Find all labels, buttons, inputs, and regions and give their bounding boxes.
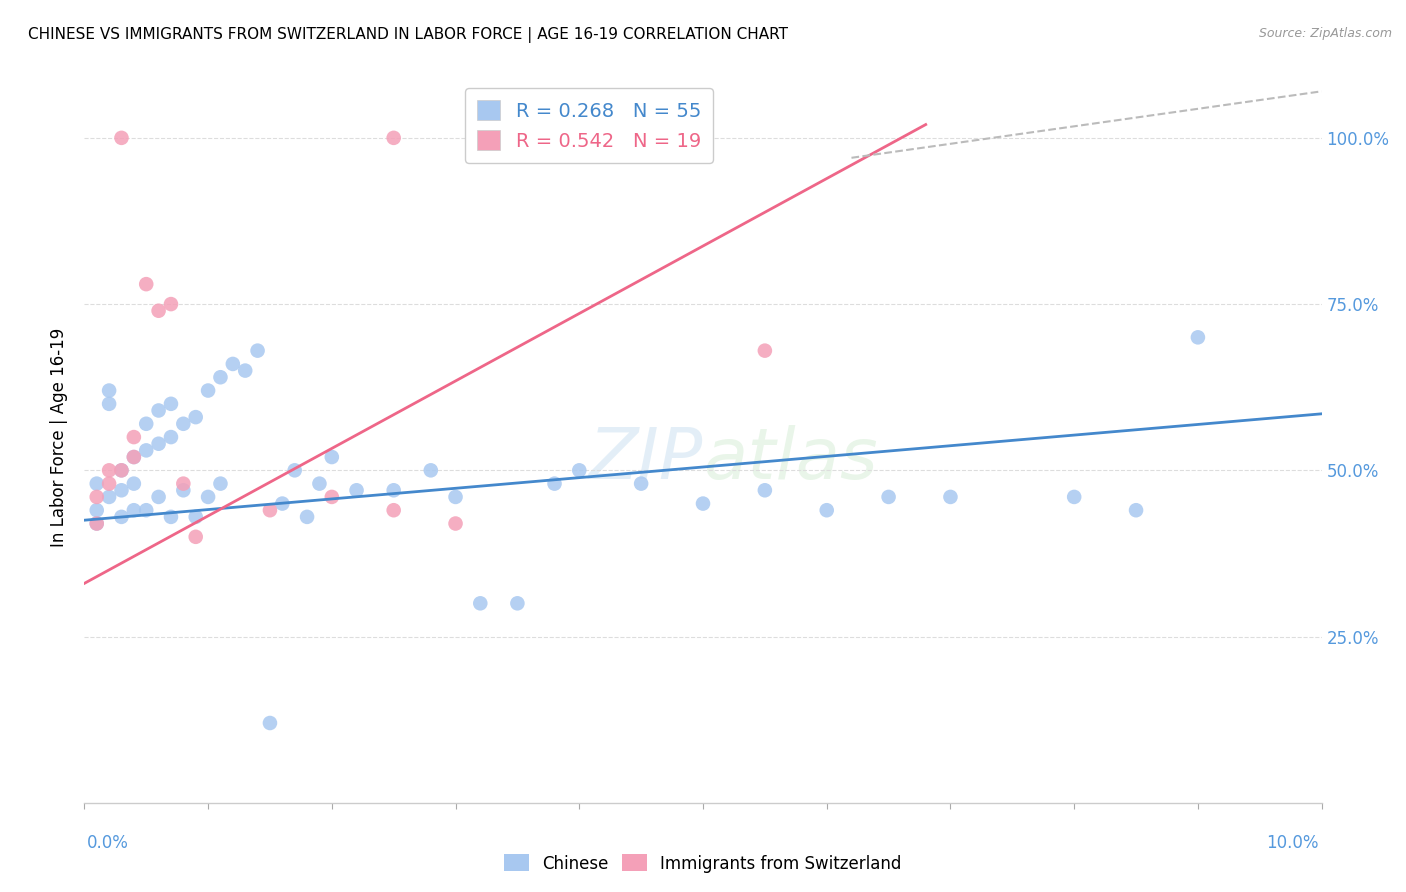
Text: 10.0%: 10.0% (1267, 834, 1319, 852)
Point (148, 436, 170, 450)
Point (98, 476, 121, 491)
Point (172, 483, 194, 498)
Point (148, 303, 170, 318)
Point (209, 476, 232, 491)
Point (754, 343, 776, 358)
Point (110, 483, 132, 498)
Legend: R = 0.268   N = 55, R = 0.542   N = 19: R = 0.268 N = 55, R = 0.542 N = 19 (465, 88, 713, 162)
Point (98, 463, 121, 477)
Point (382, 131, 405, 145)
Point (506, 596, 529, 610)
Point (86, 490, 108, 504)
Point (877, 490, 900, 504)
Point (135, 417, 157, 431)
Text: 0.0%: 0.0% (87, 834, 129, 852)
Point (692, 497, 714, 511)
Point (321, 450, 343, 464)
Point (271, 497, 294, 511)
Point (160, 430, 183, 444)
Point (382, 483, 405, 498)
Point (321, 490, 343, 504)
Point (86, 476, 108, 491)
Point (754, 483, 776, 498)
Point (295, 509, 318, 524)
Point (172, 417, 194, 431)
Point (444, 490, 467, 504)
Point (135, 503, 157, 517)
Point (122, 476, 145, 491)
Point (135, 277, 157, 292)
Point (939, 490, 962, 504)
Point (122, 450, 145, 464)
Point (630, 476, 652, 491)
Point (98, 490, 121, 504)
Point (148, 490, 170, 504)
Point (122, 450, 145, 464)
Point (86, 516, 108, 531)
Point (1125, 503, 1147, 517)
Point (382, 503, 405, 517)
Point (160, 397, 183, 411)
Point (419, 463, 441, 477)
Point (246, 343, 269, 358)
Point (1187, 330, 1209, 344)
Point (110, 509, 132, 524)
Point (98, 397, 121, 411)
Y-axis label: In Labor Force | Age 16-19: In Labor Force | Age 16-19 (51, 327, 69, 547)
Text: CHINESE VS IMMIGRANTS FROM SWITZERLAND IN LABOR FORCE | AGE 16-19 CORRELATION CH: CHINESE VS IMMIGRANTS FROM SWITZERLAND I… (28, 27, 789, 43)
Text: Source: ZipAtlas.com: Source: ZipAtlas.com (1258, 27, 1392, 40)
Point (86, 516, 108, 531)
Point (184, 410, 207, 425)
Point (308, 476, 330, 491)
Point (122, 503, 145, 517)
Text: ZIP: ZIP (589, 425, 703, 493)
Point (160, 509, 183, 524)
Point (135, 443, 157, 458)
Point (197, 490, 219, 504)
Point (86, 503, 108, 517)
Legend: Chinese, Immigrants from Switzerland: Chinese, Immigrants from Switzerland (498, 847, 908, 880)
Point (98, 384, 121, 398)
Point (184, 509, 207, 524)
Point (122, 430, 145, 444)
Point (209, 370, 232, 384)
Point (1063, 490, 1085, 504)
Point (543, 476, 565, 491)
Point (444, 516, 467, 531)
Point (233, 363, 256, 377)
Point (470, 596, 492, 610)
Point (172, 476, 194, 491)
Point (110, 463, 132, 477)
Point (184, 530, 207, 544)
Text: atlas: atlas (703, 425, 877, 493)
Point (110, 463, 132, 477)
Point (568, 463, 591, 477)
Point (197, 384, 219, 398)
Point (222, 357, 245, 371)
Point (284, 463, 307, 477)
Point (110, 131, 132, 145)
Point (815, 503, 838, 517)
Point (160, 297, 183, 311)
Point (148, 403, 170, 417)
Point (259, 716, 281, 731)
Point (259, 503, 281, 517)
Point (346, 483, 368, 498)
